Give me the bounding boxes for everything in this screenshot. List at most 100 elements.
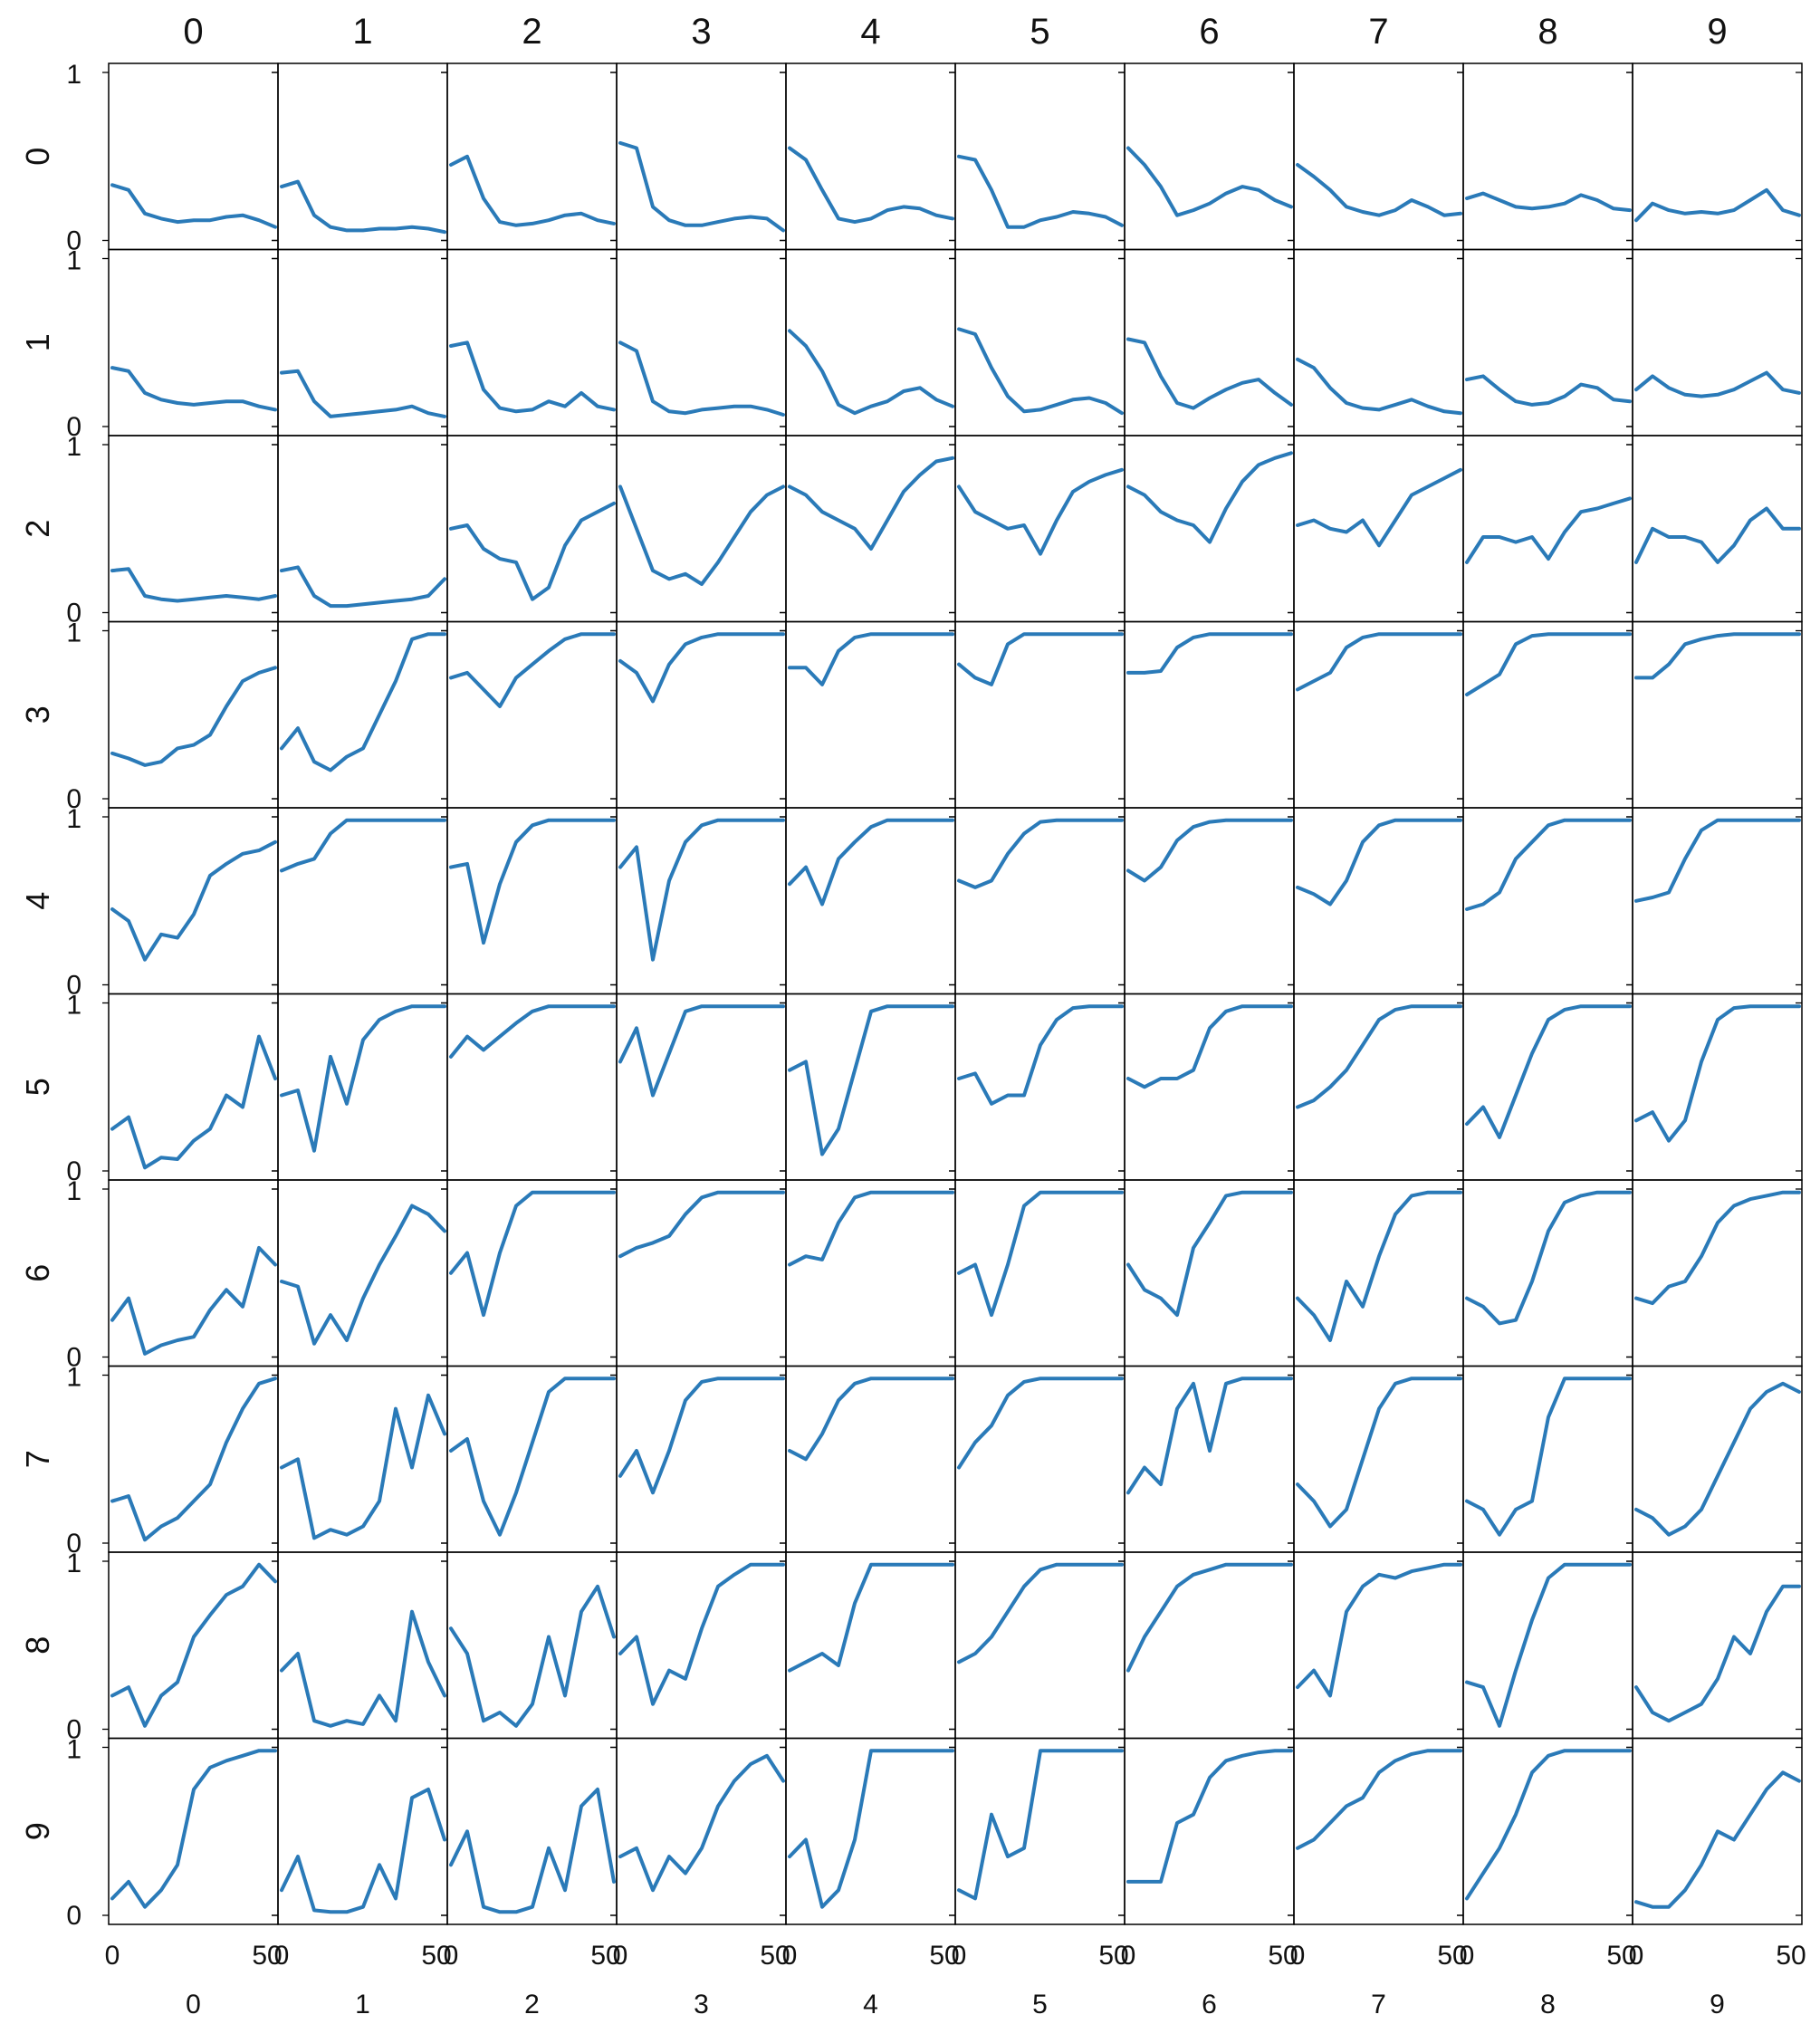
column-header: 8 xyxy=(1537,12,1557,52)
panel-frame xyxy=(1124,435,1295,623)
x-tick-label: 0 xyxy=(782,1941,798,1971)
panel-frame xyxy=(1124,807,1295,995)
panel-frame xyxy=(616,435,787,623)
panel-r8-c6 xyxy=(1118,1551,1295,1740)
panel-r2-c2 xyxy=(441,435,618,623)
panel-frame xyxy=(277,435,448,623)
series-line xyxy=(1296,1749,1462,1850)
series-line xyxy=(1296,467,1462,548)
panel-r0-c1 xyxy=(272,62,448,251)
x-tick-label: 50 xyxy=(1098,1941,1128,1971)
panel-frame xyxy=(108,435,279,623)
panel-r1-c3 xyxy=(610,248,787,436)
panel-frame xyxy=(616,807,787,995)
panel-frame xyxy=(446,1737,618,1925)
series-line xyxy=(788,1190,954,1267)
series-line xyxy=(1296,163,1462,217)
panel-frame xyxy=(1462,1365,1633,1553)
x-tick-label: 50 xyxy=(421,1941,451,1971)
series-line xyxy=(110,666,277,767)
panel-frame xyxy=(616,1179,787,1367)
column-header: 3 xyxy=(691,12,711,52)
series-line xyxy=(618,1190,785,1259)
panel-r1-c4 xyxy=(780,248,956,436)
column-footer-label: 1 xyxy=(355,1990,370,2019)
series-line xyxy=(1296,1562,1462,1698)
panel-frame xyxy=(954,620,1126,809)
panel-r3-c4 xyxy=(780,620,956,809)
panel-r1-c7 xyxy=(1288,248,1464,436)
row-header: 1 xyxy=(19,333,56,351)
panel-r5-c8 xyxy=(1457,993,1633,1181)
panel-frame xyxy=(446,62,618,251)
panel-frame xyxy=(1293,807,1464,995)
series-line xyxy=(449,1004,616,1059)
panel-frame xyxy=(108,248,279,436)
panel-r3-c6 xyxy=(1118,620,1295,809)
panel-r8-c9 xyxy=(1626,1551,1803,1740)
panel-frame xyxy=(1462,62,1633,251)
column-header: 4 xyxy=(860,12,880,52)
panel-r4-c6 xyxy=(1118,807,1295,995)
panel-r6-c4 xyxy=(780,1179,956,1367)
panel-frame xyxy=(1124,1179,1295,1367)
x-tick-label: 0 xyxy=(1460,1941,1475,1971)
panel-r3-c2 xyxy=(441,620,618,809)
series-line xyxy=(1465,374,1632,407)
panel-frame xyxy=(785,620,956,809)
series-line xyxy=(449,818,616,945)
panel-r8-c1 xyxy=(272,1551,448,1740)
panel-r6-c3 xyxy=(610,1179,787,1367)
column-footer-label: 2 xyxy=(524,1990,540,2019)
panel-r1-c9 xyxy=(1626,248,1803,436)
panel-r7-c6 xyxy=(1118,1365,1295,1553)
panel-r2-c5 xyxy=(949,435,1126,623)
panel-r0-c0 xyxy=(102,62,279,251)
column-footer-label: 7 xyxy=(1371,1990,1386,2019)
series-line xyxy=(618,1004,785,1098)
series-line xyxy=(1465,1562,1632,1728)
panel-frame xyxy=(1462,248,1633,436)
x-tick-label: 50 xyxy=(929,1941,959,1971)
panel-r8-c3 xyxy=(610,1551,787,1740)
panel-frame xyxy=(1124,1365,1295,1553)
series-line xyxy=(957,1749,1124,1901)
y-tick-label: 0 xyxy=(66,412,81,442)
panel-frame xyxy=(616,1365,787,1553)
panel-r5-c9 xyxy=(1626,993,1803,1181)
panel-r2-c3 xyxy=(610,435,787,623)
row-header: 7 xyxy=(19,1450,56,1468)
panel-r9-c8 xyxy=(1457,1737,1633,1925)
series-line xyxy=(957,632,1124,686)
panel-r5-c6 xyxy=(1118,993,1295,1181)
x-tick-label: 0 xyxy=(274,1941,290,1971)
series-line xyxy=(449,1787,616,1914)
panel-r6-c9 xyxy=(1626,1179,1803,1367)
series-line xyxy=(449,341,616,414)
panel-r8-c0 xyxy=(102,1551,279,1740)
panel-r3-c1 xyxy=(272,620,448,809)
series-line xyxy=(788,329,954,416)
panel-r3-c0 xyxy=(102,620,279,809)
panel-frame xyxy=(277,1737,448,1925)
y-tick-label: 1 xyxy=(66,60,81,90)
panel-frame xyxy=(108,807,279,995)
series-line xyxy=(1126,1190,1293,1318)
panel-r2-c6 xyxy=(1118,435,1295,623)
y-tick-label: 1 xyxy=(66,1549,81,1578)
series-line xyxy=(110,1749,277,1909)
series-line xyxy=(1296,818,1462,906)
series-line xyxy=(1634,1584,1801,1723)
series-line xyxy=(618,140,785,233)
panel-frame xyxy=(1632,1737,1803,1925)
series-line xyxy=(957,1562,1124,1664)
series-line xyxy=(280,369,446,418)
panel-frame xyxy=(785,62,956,251)
series-line xyxy=(788,146,954,225)
panel-frame xyxy=(785,1551,956,1740)
series-line xyxy=(1126,337,1293,410)
series-line xyxy=(449,1584,616,1728)
series-line xyxy=(1634,632,1801,680)
series-line xyxy=(957,1004,1124,1106)
series-line xyxy=(280,632,446,772)
